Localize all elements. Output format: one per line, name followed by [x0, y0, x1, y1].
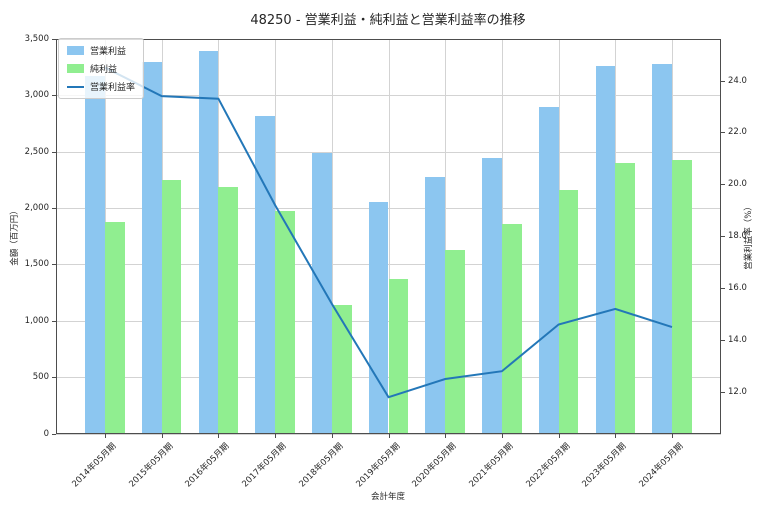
- x-tick: [615, 433, 617, 438]
- y-tick-right: [721, 340, 725, 342]
- y-tick-label-left: 2,500: [24, 146, 49, 157]
- operating-profit-bar: [595, 66, 616, 434]
- y-tick-label-right: 22.0: [728, 127, 747, 138]
- v-gridline: [445, 39, 447, 434]
- net-profit-bar: [672, 159, 692, 434]
- x-tick-label: 2020年05月期: [410, 440, 459, 489]
- x-tick: [445, 433, 447, 438]
- net-profit-bar: [275, 211, 295, 434]
- x-tick-label: 2022年05月期: [524, 440, 573, 489]
- x-tick-label: 2019年05月期: [353, 440, 402, 489]
- x-tick: [275, 433, 277, 438]
- operating-profit-bar: [425, 176, 446, 434]
- net-profit-bar: [218, 186, 239, 434]
- x-tick-label: 2021年05月期: [467, 440, 516, 489]
- x-tick-label: 2017年05月期: [240, 440, 289, 489]
- x-tick: [218, 433, 220, 438]
- y-tick-label-left: 1,500: [24, 259, 49, 270]
- x-tick: [672, 433, 673, 438]
- x-tick-label: 2016年05月期: [183, 440, 232, 489]
- legend-line-swatch: [67, 85, 84, 88]
- y-tick-label-left: 1,000: [24, 315, 49, 326]
- legend-item: 営業利益率: [67, 80, 135, 93]
- operating-profit-bar: [85, 76, 105, 434]
- x-tick: [558, 433, 560, 438]
- y-tick-label-left: 3,000: [24, 90, 49, 101]
- y-tick-label-right: 18.0: [728, 231, 747, 242]
- legend-item: 純利益: [67, 62, 135, 75]
- v-gridline: [331, 39, 333, 434]
- y-tick-right: [721, 288, 725, 290]
- y-tick-left: [52, 95, 56, 97]
- net-profit-bar: [445, 249, 465, 434]
- chart-title: 48250 - 営業利益・純利益と営業利益率の推移: [250, 13, 526, 28]
- y-tick-label-right: 24.0: [728, 75, 747, 86]
- net-profit-bar: [331, 305, 352, 434]
- y-tick-right: [721, 184, 725, 186]
- x-tick: [388, 433, 390, 438]
- net-profit-bar: [105, 221, 125, 434]
- y-tick-label-right: 12.0: [728, 386, 747, 397]
- operating-profit-bar: [538, 106, 559, 434]
- y-tick-right: [721, 236, 725, 238]
- x-tick-label: 2023年05月期: [580, 440, 629, 489]
- y-tick-left: [52, 264, 56, 266]
- legend-label: 営業利益: [90, 47, 127, 57]
- legend-bar-swatch: [67, 46, 84, 55]
- y-tick-label-left: 3,500: [24, 34, 49, 44]
- legend-bar-swatch: [67, 64, 84, 73]
- y-tick-label-right: 14.0: [728, 335, 747, 346]
- y-tick-right: [721, 391, 725, 393]
- operating-profit-bar: [312, 152, 332, 434]
- y-tick-right: [721, 132, 725, 134]
- x-tick: [105, 433, 106, 438]
- y-tick-label-left: 2,000: [24, 203, 49, 214]
- axes-frame: [56, 39, 721, 434]
- operating-profit-bar: [482, 158, 502, 434]
- x-tick: [331, 433, 333, 438]
- x-tick-label: 2014年05月期: [70, 440, 119, 489]
- legend: 営業利益純利益営業利益率: [58, 38, 145, 99]
- y-tick-left: [52, 377, 56, 379]
- v-gridline: [388, 39, 390, 434]
- x-tick-label: 2015年05月期: [127, 440, 176, 489]
- net-profit-bar: [161, 179, 182, 434]
- x-axis-label: 会計年度: [370, 492, 406, 502]
- legend-item: 営業利益: [67, 44, 135, 57]
- y-tick-left: [52, 39, 56, 40]
- y-tick-left: [52, 433, 56, 435]
- net-profit-bar: [615, 162, 636, 434]
- operating-profit-bar: [141, 61, 162, 434]
- operating-profit-bar: [368, 202, 389, 434]
- y-axis-label-left: 金額（百万円）: [10, 206, 20, 266]
- legend-label: 営業利益率: [90, 83, 136, 93]
- x-tick-label: 2024年05月期: [637, 440, 686, 489]
- operating-margin-line: [104, 66, 673, 399]
- y-tick-left: [52, 320, 56, 322]
- y-tick-left: [52, 151, 56, 153]
- y-tick-left: [52, 208, 56, 210]
- x-tick: [161, 433, 163, 438]
- net-profit-bar: [501, 223, 522, 434]
- operating-profit-bar: [652, 63, 672, 434]
- y-tick-label-right: 20.0: [728, 179, 747, 190]
- y-tick-label-left: 500: [32, 372, 49, 383]
- y-tick-label-left: 0: [43, 428, 49, 439]
- net-profit-bar: [558, 190, 579, 434]
- y-tick-right: [721, 80, 725, 82]
- y-tick-label-right: 16.0: [728, 283, 747, 294]
- x-tick: [501, 433, 503, 438]
- operating-profit-bar: [198, 51, 219, 434]
- legend-label: 純利益: [90, 65, 118, 75]
- x-tick-label: 2018年05月期: [297, 440, 346, 489]
